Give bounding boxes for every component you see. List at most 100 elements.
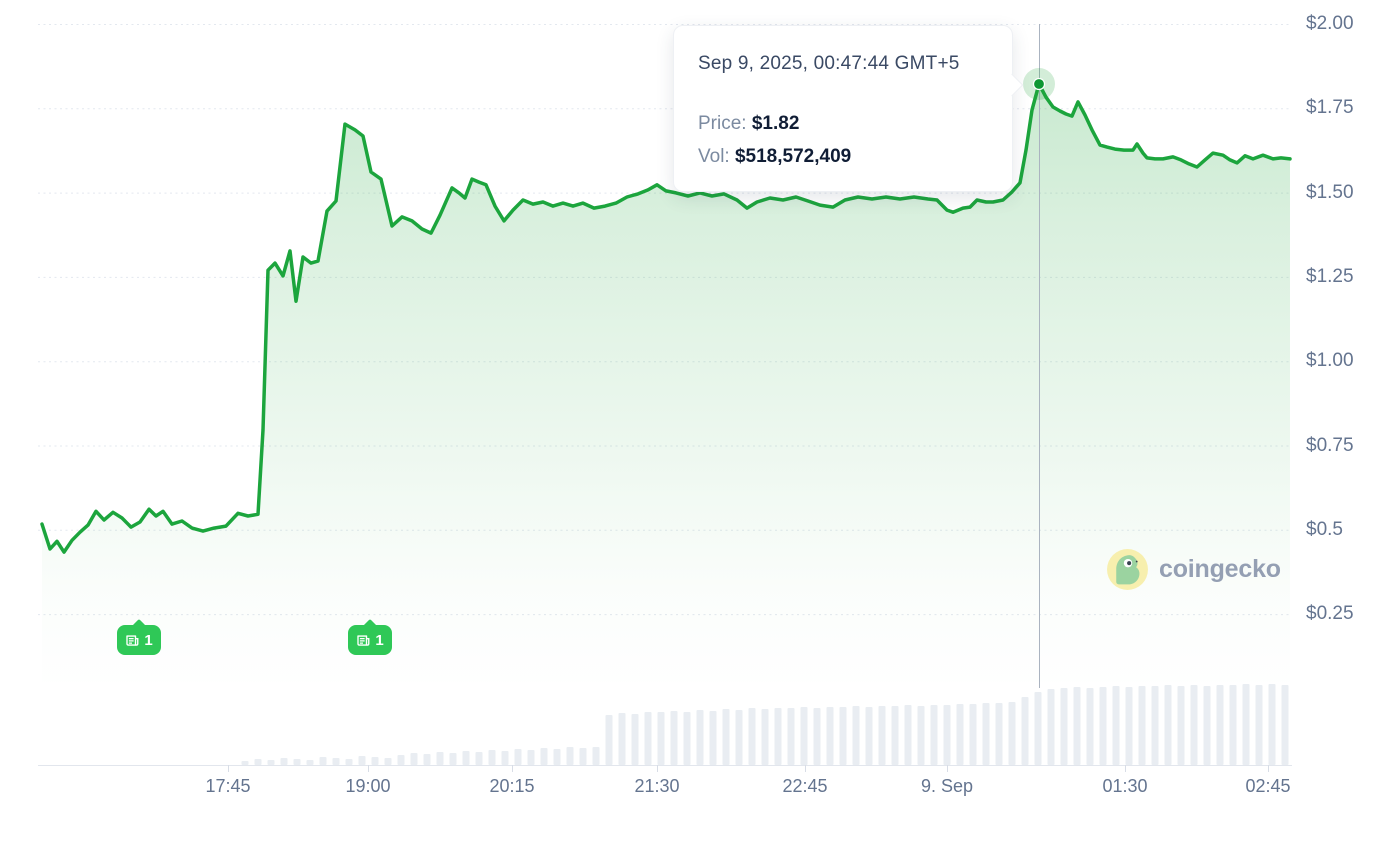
- y-axis-label: $1.75: [1306, 97, 1354, 119]
- volume-bar: [1099, 687, 1107, 765]
- volume-bar: [592, 747, 600, 765]
- x-axis-label: 01:30: [1102, 776, 1148, 796]
- volume-bar: [319, 757, 327, 765]
- volume-bar: [488, 750, 496, 765]
- y-axis-label: $1.50: [1306, 181, 1354, 203]
- volume-bar: [644, 712, 652, 765]
- y-axis-label: $1.25: [1306, 265, 1354, 287]
- tooltip-volume-row: Vol: $518,572,409: [698, 144, 988, 170]
- volume-bar: [995, 703, 1003, 765]
- news-badge-count: 1: [375, 631, 384, 649]
- y-axis-label: $0.5: [1306, 518, 1343, 540]
- volume-bar: [1125, 687, 1133, 765]
- volume-bar: [1008, 702, 1016, 765]
- volume-bar: [969, 704, 977, 765]
- volume-bar: [1060, 688, 1068, 765]
- volume-bar: [1073, 687, 1081, 765]
- news-badge-count: 1: [144, 631, 153, 649]
- volume-bar: [358, 756, 366, 765]
- volume-bar: [618, 713, 626, 765]
- volume-bar: [605, 715, 613, 765]
- volume-bar: [436, 752, 444, 765]
- volume-bar: [1151, 686, 1159, 765]
- news-annotation-badge[interactable]: 1: [348, 625, 392, 655]
- volume-bar: [800, 707, 808, 765]
- y-axis-label: $0.75: [1306, 434, 1354, 456]
- tooltip-volume-label: Vol:: [698, 146, 730, 167]
- volume-bar: [982, 703, 990, 765]
- volume-bar: [865, 707, 873, 765]
- volume-bar: [774, 708, 782, 765]
- volume-bar: [540, 748, 548, 765]
- volume-bar: [332, 758, 340, 765]
- volume-bar: [1086, 688, 1094, 765]
- volume-bar: [1203, 686, 1211, 765]
- volume-bar: [761, 709, 769, 765]
- volume-bar: [943, 705, 951, 765]
- volume-bar: [475, 752, 483, 765]
- volume-bar: [1021, 697, 1029, 765]
- volume-bar: [1112, 686, 1120, 765]
- volume-bar: [748, 708, 756, 765]
- volume-bar: [449, 753, 457, 765]
- volume-bar: [1164, 685, 1172, 765]
- volume-bar: [735, 710, 743, 765]
- volume-bar: [956, 704, 964, 765]
- volume-bar: [1255, 685, 1263, 765]
- x-axis-label: 17:45: [205, 776, 251, 796]
- volume-bar: [1034, 692, 1042, 765]
- x-axis-label: 22:45: [782, 776, 828, 796]
- coingecko-logo-icon: [1107, 549, 1148, 590]
- volume-bar: [501, 751, 509, 765]
- volume-bar: [1047, 689, 1055, 765]
- volume-bar: [709, 711, 717, 765]
- volume-bar: [904, 705, 912, 765]
- news-annotation-badge[interactable]: 1: [117, 625, 161, 655]
- volume-bar: [696, 710, 704, 765]
- volume-bar: [930, 705, 938, 765]
- x-axis-label: 21:30: [634, 776, 680, 796]
- x-axis-label: 19:00: [345, 776, 391, 796]
- volume-bar: [514, 749, 522, 765]
- y-axis-label: $1.00: [1306, 350, 1354, 372]
- volume-bar: [1190, 685, 1198, 765]
- volume-bar: [410, 753, 418, 765]
- volume-bar: [1268, 684, 1276, 765]
- tooltip-price-label: Price:: [698, 113, 747, 134]
- volume-bar: [813, 708, 821, 765]
- price-line: [40, 82, 1292, 554]
- volume-bar: [423, 754, 431, 765]
- volume-bar: [722, 709, 730, 765]
- volume-bar: [384, 758, 392, 765]
- volume-bar: [553, 749, 561, 765]
- volume-bar: [566, 747, 574, 765]
- coingecko-watermark: coingecko: [1106, 548, 1281, 591]
- volume-bar: [657, 712, 665, 765]
- x-axis-label: 9. Sep: [920, 776, 974, 796]
- volume-bar: [579, 748, 587, 765]
- volume-bar: [462, 751, 470, 765]
- volume-bar: [306, 760, 314, 765]
- volume-bar: [891, 706, 899, 765]
- x-axis-label: 02:45: [1245, 776, 1291, 796]
- volume-bar: [1281, 685, 1289, 765]
- volume-bar: [839, 707, 847, 765]
- volume-bar: [670, 711, 678, 765]
- volume-bar: [917, 706, 925, 765]
- tooltip-datetime: Sep 9, 2025, 00:47:44 GMT+5: [698, 53, 960, 74]
- newspaper-icon: [357, 634, 370, 646]
- tooltip-volume-value: $518,572,409: [734, 146, 852, 167]
- volume-bar: [1242, 684, 1250, 765]
- volume-bar: [241, 761, 249, 765]
- volume-bar: [852, 706, 860, 765]
- volume-bar: [826, 707, 834, 765]
- tooltip-price-row: Price: $1.82: [698, 111, 988, 137]
- volume-bar: [1138, 686, 1146, 765]
- volume-bar: [371, 757, 379, 765]
- volume-bar: [878, 706, 886, 765]
- price-area-fill: [42, 84, 1290, 692]
- tooltip-price-value: $1.82: [751, 113, 800, 134]
- volume-bar: [345, 759, 353, 765]
- volume-bar: [397, 755, 405, 765]
